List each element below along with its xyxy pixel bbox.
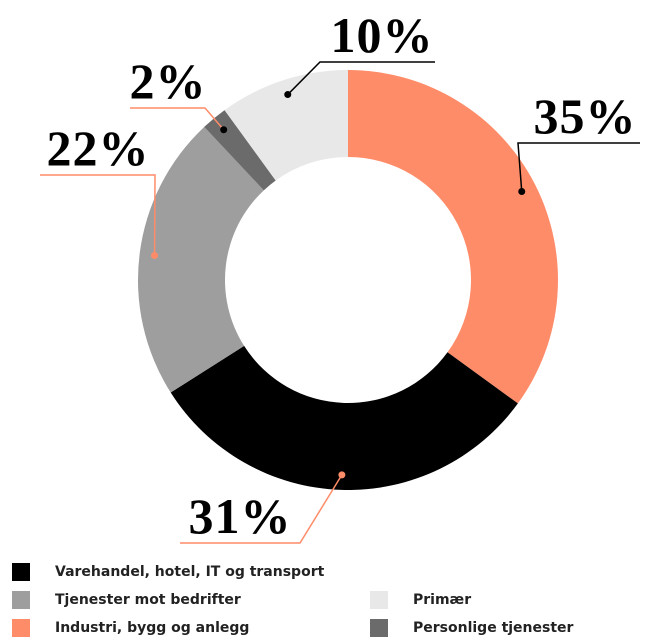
leader-line [130,107,225,131]
leader-line [180,474,343,544]
legend-label: Tjenester mot bedrifter [55,592,241,608]
leader-dot [220,126,228,134]
value-label: 35% [534,88,637,144]
leader-dot [151,252,159,260]
legend-swatch [370,619,388,637]
legend-swatch [12,591,30,609]
legend-label: Personlige tjenester [413,620,574,636]
leader-dot [284,91,292,99]
donut-slice [138,126,264,393]
donut-slice [224,70,348,181]
leader-line [40,174,156,256]
leader-line [517,142,640,192]
value-label: 22% [47,120,150,176]
legend-swatch [370,591,388,609]
value-label: 31% [189,488,292,544]
leader-dot [518,187,526,195]
legend-swatch [12,619,30,637]
leader-dot [338,471,346,479]
legend-label: Primær [413,592,471,608]
value-label: 10% [331,7,434,63]
donut-slice [348,70,558,404]
legend-label: Industri, bygg og anlegg [55,620,249,636]
leader-line [287,61,435,96]
donut-slice [170,345,518,491]
value-label: 2% [130,53,207,109]
legend-label: Varehandel, hotel, IT og transport [55,564,325,580]
legend-swatch [12,563,30,581]
